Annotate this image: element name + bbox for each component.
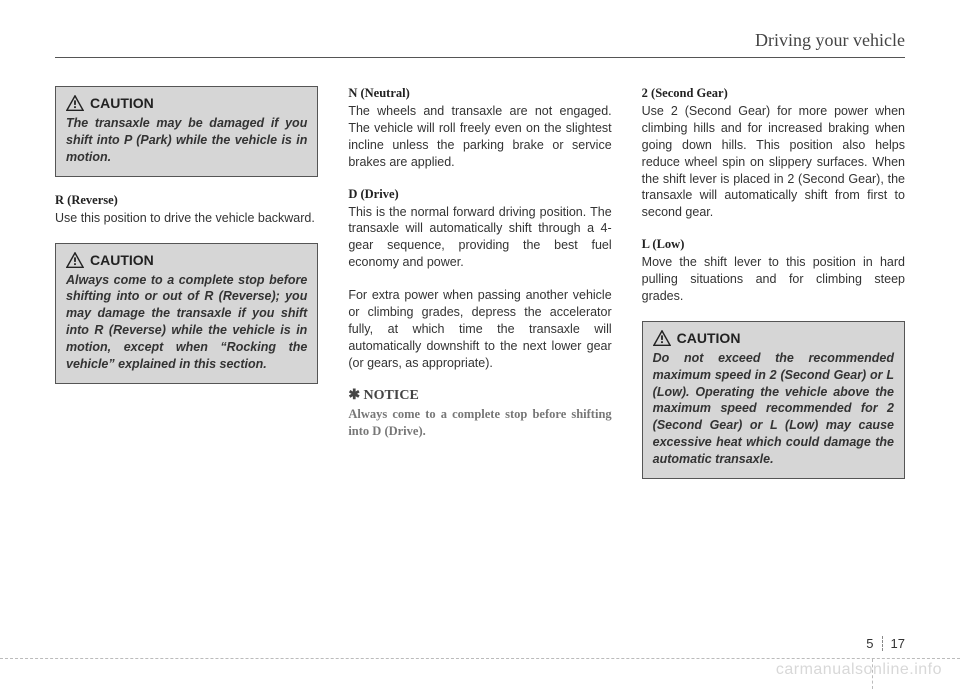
column-3: 2 (Second Gear) Use 2 (Second Gear) for … [642,86,905,495]
l-low-heading: L (Low) [642,237,905,252]
d-drive-text-1: This is the normal forward driving posit… [348,204,611,272]
caution-box-3: CAUTION Do not exceed the recommended ma… [642,321,905,479]
caution-text: Do not exceed the recommended maximum sp… [653,350,894,468]
d-drive-text-2: For extra power when passing another veh… [348,287,611,371]
page-footer: 5 17 [866,636,905,651]
column-2: N (Neutral) The wheels and transaxle are… [348,86,611,495]
content-columns: CAUTION The transaxle may be damaged if … [55,86,905,495]
caution-box-2: CAUTION Always come to a complete stop b… [55,243,318,384]
caution-text: Always come to a complete stop before sh… [66,272,307,373]
section-number: 5 [866,636,882,651]
notice-heading: ✱ NOTICE [348,387,611,404]
second-gear-heading: 2 (Second Gear) [642,86,905,101]
n-neutral-heading: N (Neutral) [348,86,611,101]
caution-title: CAUTION [90,252,154,268]
d-drive-heading: D (Drive) [348,187,611,202]
page-number: 17 [891,636,905,651]
n-neutral-text: The wheels and transaxle are not engaged… [348,103,611,171]
r-reverse-text: Use this position to drive the vehicle b… [55,210,318,227]
watermark: carmanualsonline.info [776,661,942,679]
footer-dashed-line [0,658,960,659]
warning-icon [66,95,84,111]
r-reverse-heading: R (Reverse) [55,193,318,208]
warning-icon [653,330,671,346]
second-gear-text: Use 2 (Second Gear) for more power when … [642,103,905,221]
l-low-text: Move the shift lever to this position in… [642,254,905,305]
column-1: CAUTION The transaxle may be damaged if … [55,86,318,495]
caution-title: CAUTION [90,95,154,111]
caution-title: CAUTION [677,330,741,346]
section-header: Driving your vehicle [55,30,905,58]
caution-box-1: CAUTION The transaxle may be damaged if … [55,86,318,177]
notice-text: Always come to a complete stop before sh… [348,406,611,440]
warning-icon [66,252,84,268]
caution-text: The transaxle may be damaged if you shif… [66,115,307,166]
